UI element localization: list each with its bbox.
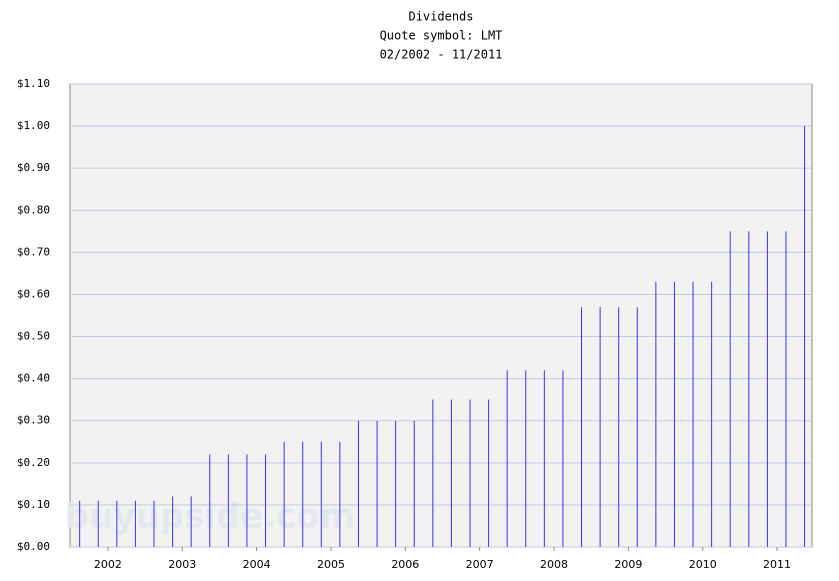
x-tick-label: 2011 xyxy=(763,558,791,571)
y-tick-label: $0.40 xyxy=(17,372,50,385)
x-tick-label: 2005 xyxy=(317,558,345,571)
y-tick-label: $0.20 xyxy=(17,456,50,469)
x-tick-label: 2007 xyxy=(466,558,494,571)
y-tick-label: $0.90 xyxy=(17,161,50,174)
x-tick-label: 2003 xyxy=(168,558,196,571)
x-tick-label: 2002 xyxy=(94,558,122,571)
x-tick-label: 2010 xyxy=(689,558,717,571)
y-tick-label: $1.10 xyxy=(17,77,50,90)
y-tick-label: $0.10 xyxy=(17,498,50,511)
x-tick-label: 2009 xyxy=(614,558,642,571)
chart-subtitle: Quote symbol: LMT xyxy=(380,29,503,43)
y-tick-label: $0.30 xyxy=(17,414,50,427)
y-tick-label: $0.70 xyxy=(17,245,50,258)
y-tick-label: $1.00 xyxy=(17,119,50,132)
chart-subtitle: 02/2002 - 11/2011 xyxy=(380,48,503,62)
y-tick-label: $0.80 xyxy=(17,203,50,216)
x-tick-label: 2004 xyxy=(243,558,271,571)
y-tick-label: $0.00 xyxy=(17,540,50,553)
x-tick-label: 2008 xyxy=(540,558,568,571)
plot-area xyxy=(69,83,813,548)
y-tick-label: $0.60 xyxy=(17,287,50,300)
x-tick-label: 2006 xyxy=(391,558,419,571)
y-tick-label: $0.50 xyxy=(17,330,50,343)
chart-title: Dividends xyxy=(408,10,473,24)
